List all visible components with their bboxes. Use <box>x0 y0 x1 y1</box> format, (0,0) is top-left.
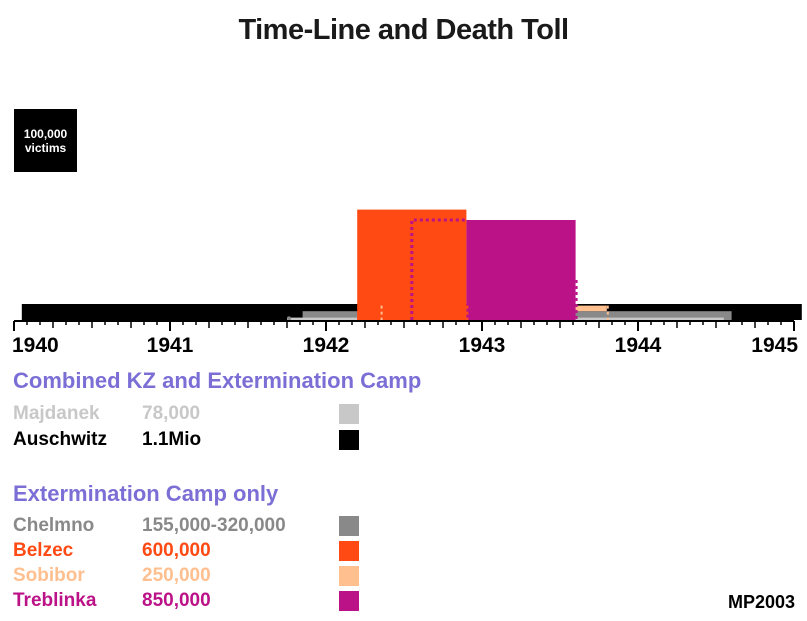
legend-row-belzec: Belzec 600,000 <box>13 540 373 564</box>
combined-heading: Combined KZ and Extermination Camp <box>13 368 422 393</box>
extermination-heading: Extermination Camp only <box>13 481 279 506</box>
credit-label: MP2003 <box>727 592 795 612</box>
legend-swatch <box>339 430 359 450</box>
legend-count: 1.1Mio <box>142 429 202 450</box>
legend-count: 250,000 <box>142 565 211 586</box>
legend-swatch <box>339 516 359 536</box>
bar-treblinka <box>466 220 576 320</box>
scale-label-value: 100,000 <box>23 126 68 141</box>
legend-count: 850,000 <box>142 590 211 611</box>
x-tick-label: 1940 <box>12 334 59 357</box>
legend-row-majdanek: Majdanek 78,000 <box>13 403 373 427</box>
legend-count: 600,000 <box>142 540 211 561</box>
chart-title: Time-Line and Death Toll <box>238 14 569 46</box>
x-tick-label: 1941 <box>147 334 194 357</box>
legend-name: Treblinka <box>13 590 97 611</box>
scale-reference-box: 100,000 victims <box>14 109 77 172</box>
legend-swatch <box>339 541 359 561</box>
legend-count: 155,000-320,000 <box>142 515 286 536</box>
legend-row-sobibor: Sobibor 250,000 <box>13 565 373 589</box>
legend-count: 78,000 <box>142 403 201 424</box>
legend-name: Majdanek <box>13 403 100 424</box>
legend-row-chelmno: Chelmno 155,000-320,000 <box>13 515 373 539</box>
legend-name: Sobibor <box>13 565 85 586</box>
timeline-chart: 1940 1941 1942 1943 1944 1945 <box>12 209 802 357</box>
x-tick-label: 1945 <box>751 334 798 357</box>
legend-name: Chelmno <box>13 515 95 536</box>
x-tick-label: 1942 <box>303 334 350 357</box>
legend-row-auschwitz: Auschwitz 1.1Mio <box>13 429 373 453</box>
legend-row-treblinka: Treblinka 850,000 <box>13 590 373 614</box>
legend-name: Belzec <box>13 540 74 561</box>
legend-swatch <box>339 566 359 586</box>
scale-label-unit: victims <box>24 140 67 155</box>
legend-swatch <box>339 591 359 611</box>
legend-name: Auschwitz <box>13 429 107 450</box>
x-tick-label: 1943 <box>459 334 506 357</box>
legend-swatch <box>339 404 359 424</box>
x-tick-label: 1944 <box>615 334 662 357</box>
majdanek-start-marker <box>287 316 291 321</box>
